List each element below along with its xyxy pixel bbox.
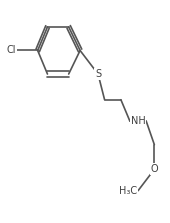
Text: S: S bbox=[95, 69, 101, 79]
Text: Cl: Cl bbox=[6, 45, 16, 56]
Text: H₃C: H₃C bbox=[119, 186, 137, 196]
Text: O: O bbox=[151, 164, 158, 174]
Text: NH: NH bbox=[131, 116, 146, 126]
